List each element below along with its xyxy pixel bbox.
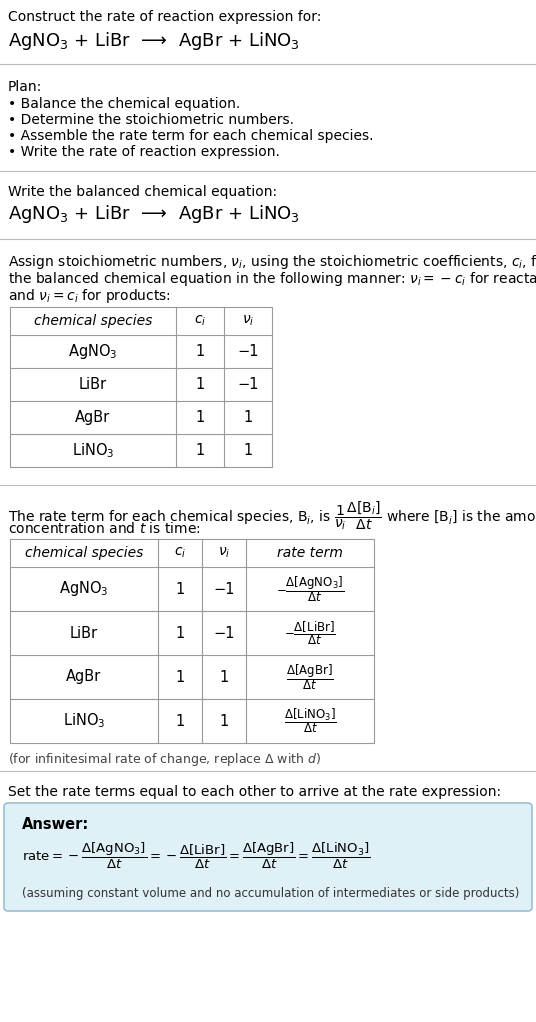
Text: concentration and $t$ is time:: concentration and $t$ is time: bbox=[8, 521, 200, 536]
Text: AgNO$_3$ + LiBr  ⟶  AgBr + LiNO$_3$: AgNO$_3$ + LiBr ⟶ AgBr + LiNO$_3$ bbox=[8, 30, 300, 52]
Text: chemical species: chemical species bbox=[34, 314, 152, 328]
Text: $\nu_i$: $\nu_i$ bbox=[218, 546, 230, 560]
Bar bbox=[10, 539, 374, 743]
Text: 1: 1 bbox=[196, 344, 205, 359]
Text: 1: 1 bbox=[196, 377, 205, 392]
Text: AgNO$_3$: AgNO$_3$ bbox=[59, 579, 109, 599]
Text: The rate term for each chemical species, B$_i$, is $\dfrac{1}{\nu_i}\dfrac{\Delt: The rate term for each chemical species,… bbox=[8, 499, 536, 531]
Text: $-\dfrac{\Delta[\mathrm{LiBr}]}{\Delta t}$: $-\dfrac{\Delta[\mathrm{LiBr}]}{\Delta t… bbox=[284, 619, 336, 647]
Text: AgBr: AgBr bbox=[66, 669, 102, 685]
Text: LiNO$_3$: LiNO$_3$ bbox=[63, 711, 105, 731]
Bar bbox=[10, 307, 272, 467]
Text: −1: −1 bbox=[237, 377, 259, 392]
Text: 1: 1 bbox=[175, 582, 184, 597]
Text: LiNO$_3$: LiNO$_3$ bbox=[72, 442, 114, 460]
Text: Assign stoichiometric numbers, $\nu_i$, using the stoichiometric coefficients, $: Assign stoichiometric numbers, $\nu_i$, … bbox=[8, 253, 536, 271]
Text: 1: 1 bbox=[196, 443, 205, 458]
Text: 1: 1 bbox=[175, 669, 184, 685]
Text: −1: −1 bbox=[213, 582, 235, 597]
Text: −1: −1 bbox=[237, 344, 259, 359]
Text: 1: 1 bbox=[175, 713, 184, 729]
Text: Answer:: Answer: bbox=[22, 817, 90, 832]
Text: AgNO$_3$: AgNO$_3$ bbox=[68, 342, 118, 361]
Text: AgBr: AgBr bbox=[76, 410, 110, 425]
Text: 1: 1 bbox=[175, 625, 184, 641]
Text: chemical species: chemical species bbox=[25, 546, 143, 560]
Text: $\mathrm{rate} = -\dfrac{\Delta[\mathrm{AgNO_3}]}{\Delta t} = -\dfrac{\Delta[\ma: $\mathrm{rate} = -\dfrac{\Delta[\mathrm{… bbox=[22, 841, 370, 871]
Text: Write the balanced chemical equation:: Write the balanced chemical equation: bbox=[8, 185, 277, 199]
FancyBboxPatch shape bbox=[4, 803, 532, 911]
Text: $-\dfrac{\Delta[\mathrm{AgNO_3}]}{\Delta t}$: $-\dfrac{\Delta[\mathrm{AgNO_3}]}{\Delta… bbox=[276, 574, 344, 604]
Text: 1: 1 bbox=[196, 410, 205, 425]
Text: (for infinitesimal rate of change, replace Δ with $d$): (for infinitesimal rate of change, repla… bbox=[8, 751, 321, 768]
Text: 1: 1 bbox=[219, 713, 229, 729]
Text: LiBr: LiBr bbox=[79, 377, 107, 392]
Text: • Assemble the rate term for each chemical species.: • Assemble the rate term for each chemic… bbox=[8, 129, 374, 143]
Text: $\nu_i$: $\nu_i$ bbox=[242, 314, 254, 328]
Text: 1: 1 bbox=[243, 443, 252, 458]
Text: −1: −1 bbox=[213, 625, 235, 641]
Text: and $\nu_i = c_i$ for products:: and $\nu_i = c_i$ for products: bbox=[8, 287, 171, 305]
Text: Set the rate terms equal to each other to arrive at the rate expression:: Set the rate terms equal to each other t… bbox=[8, 785, 501, 799]
Text: (assuming constant volume and no accumulation of intermediates or side products): (assuming constant volume and no accumul… bbox=[22, 887, 519, 900]
Text: $\dfrac{\Delta[\mathrm{LiNO_3}]}{\Delta t}$: $\dfrac{\Delta[\mathrm{LiNO_3}]}{\Delta … bbox=[284, 706, 337, 736]
Text: • Balance the chemical equation.: • Balance the chemical equation. bbox=[8, 97, 240, 111]
Text: $c_i$: $c_i$ bbox=[194, 314, 206, 328]
Text: 1: 1 bbox=[243, 410, 252, 425]
Text: Plan:: Plan: bbox=[8, 80, 42, 94]
Text: $c_i$: $c_i$ bbox=[174, 546, 186, 560]
Text: • Write the rate of reaction expression.: • Write the rate of reaction expression. bbox=[8, 145, 280, 159]
Text: AgNO$_3$ + LiBr  ⟶  AgBr + LiNO$_3$: AgNO$_3$ + LiBr ⟶ AgBr + LiNO$_3$ bbox=[8, 203, 300, 225]
Text: $\dfrac{\Delta[\mathrm{AgBr}]}{\Delta t}$: $\dfrac{\Delta[\mathrm{AgBr}]}{\Delta t}… bbox=[286, 662, 334, 692]
Text: • Determine the stoichiometric numbers.: • Determine the stoichiometric numbers. bbox=[8, 113, 294, 127]
Text: rate term: rate term bbox=[277, 546, 343, 560]
Text: 1: 1 bbox=[219, 669, 229, 685]
Text: Construct the rate of reaction expression for:: Construct the rate of reaction expressio… bbox=[8, 10, 322, 24]
Text: the balanced chemical equation in the following manner: $\nu_i = -c_i$ for react: the balanced chemical equation in the fo… bbox=[8, 270, 536, 288]
Text: LiBr: LiBr bbox=[70, 625, 98, 641]
